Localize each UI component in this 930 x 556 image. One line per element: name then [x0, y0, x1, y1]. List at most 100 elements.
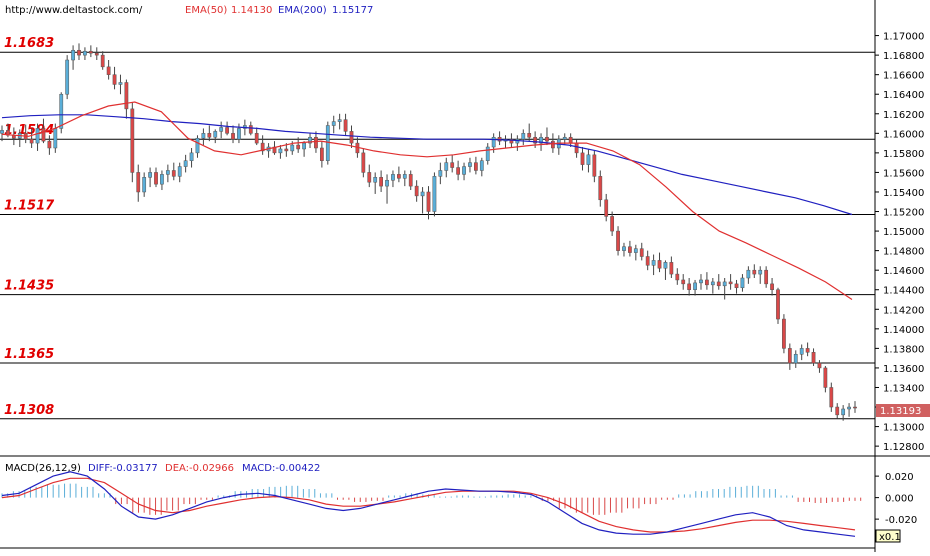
price-tick-label: 1.14800	[883, 247, 924, 258]
bull-candle	[485, 146, 490, 161]
bear-candle	[207, 133, 212, 138]
bear-candle	[574, 142, 579, 154]
bear-candle	[533, 136, 538, 144]
level-label: 1.1683	[4, 36, 54, 51]
ema200-legend-value: 1.15177	[332, 5, 373, 16]
bear-candle	[367, 172, 372, 183]
bear-candle	[628, 246, 632, 253]
bull-candle	[308, 136, 312, 144]
price-tick-label: 1.14200	[883, 305, 924, 316]
price-tick-label: 1.13600	[883, 364, 924, 375]
bull-candle	[160, 174, 164, 185]
bear-candle	[171, 170, 176, 177]
macd-tick-label: 0.020	[885, 472, 914, 483]
bear-candle	[509, 138, 514, 144]
price-tick-label: 1.13800	[883, 344, 924, 355]
bear-candle	[414, 185, 419, 197]
level-label: 1.1365	[4, 347, 54, 362]
bull-candle	[0, 130, 4, 134]
bull-candle	[177, 166, 182, 177]
price-tick-label: 1.14000	[883, 325, 924, 336]
bull-candle	[213, 131, 218, 138]
bear-candle	[474, 162, 478, 171]
bear-candle	[811, 352, 816, 364]
bear-candle	[681, 279, 686, 285]
bull-candle	[59, 93, 64, 129]
bull-candle	[758, 269, 763, 275]
ema50-legend-value: 1.14130	[231, 5, 272, 16]
bull-candle	[699, 279, 703, 284]
macd-diff-line	[1, 471, 856, 537]
macd-tick-label: -0.020	[885, 515, 917, 526]
bear-candle	[657, 260, 662, 269]
bear-candle	[456, 167, 460, 175]
bear-candle	[787, 348, 792, 364]
bull-candle	[444, 162, 449, 171]
bear-candle	[408, 174, 413, 187]
price-tick-label: 1.13000	[883, 423, 924, 434]
bear-candle	[29, 138, 34, 144]
bear-candle	[106, 66, 111, 75]
bull-candle	[165, 170, 170, 175]
ema200-legend-label: EMA(200)	[278, 5, 327, 16]
bull-candle	[65, 59, 70, 95]
bear-candle	[112, 74, 117, 85]
bear-candle	[823, 367, 828, 388]
bull-candle	[438, 170, 443, 177]
bull-candle	[201, 133, 206, 139]
site-url: http://www.deltastock.com/	[5, 5, 143, 16]
candlestick-series	[0, 43, 857, 421]
price-tick-label: 1.12800	[883, 442, 924, 453]
scale-badge[interactable]	[875, 529, 901, 543]
price-tick-label: 1.15400	[883, 188, 924, 199]
bull-candle	[325, 125, 330, 161]
bull-candle	[83, 50, 87, 56]
bear-candle	[835, 406, 840, 416]
macd-diff-legend: DIFF:-0.03177	[88, 463, 158, 474]
bull-candle	[373, 177, 378, 183]
bull-candle	[402, 174, 407, 179]
current-price-label: 1.13193	[880, 406, 921, 417]
bear-candle	[77, 49, 81, 56]
bull-candle	[35, 128, 40, 144]
bear-candle	[130, 108, 135, 173]
bear-candle	[728, 281, 733, 285]
bear-candle	[260, 142, 265, 152]
bear-candle	[568, 136, 573, 144]
bull-candle	[148, 172, 152, 178]
bear-candle	[314, 136, 318, 149]
bull-candle	[420, 191, 425, 197]
scale-badge-label: x0.1	[879, 532, 901, 543]
bull-candle	[799, 348, 804, 355]
bear-candle	[604, 199, 609, 217]
bear-candle	[136, 172, 141, 193]
price-tick-label: 1.13400	[883, 383, 924, 394]
bull-candle	[219, 127, 224, 132]
bull-candle	[468, 162, 472, 167]
bull-candle	[237, 128, 241, 140]
bear-candle	[296, 144, 301, 150]
bear-candle	[592, 154, 597, 177]
price-tick-label: 1.17000	[883, 32, 924, 43]
price-tick-label: 1.15800	[883, 149, 924, 160]
ema50-legend-label: EMA(50)	[185, 5, 227, 16]
bear-candle	[764, 269, 769, 285]
bull-candle	[491, 136, 496, 148]
macd-value-legend: MACD:-0.00422	[242, 463, 320, 474]
price-tick-label: 1.15200	[883, 208, 924, 219]
bull-candle	[746, 269, 751, 279]
bear-candle	[94, 52, 99, 56]
bull-candle	[633, 248, 638, 253]
bear-candle	[450, 162, 455, 168]
ema50-line	[1, 101, 853, 301]
bull-candle	[278, 148, 283, 154]
bear-candle	[379, 177, 383, 187]
bear-candle	[829, 387, 834, 408]
bear-candle	[705, 279, 709, 286]
bull-candle	[195, 137, 200, 154]
bear-candle	[225, 127, 229, 134]
bear-candle	[254, 133, 259, 144]
bull-candle	[385, 179, 389, 187]
